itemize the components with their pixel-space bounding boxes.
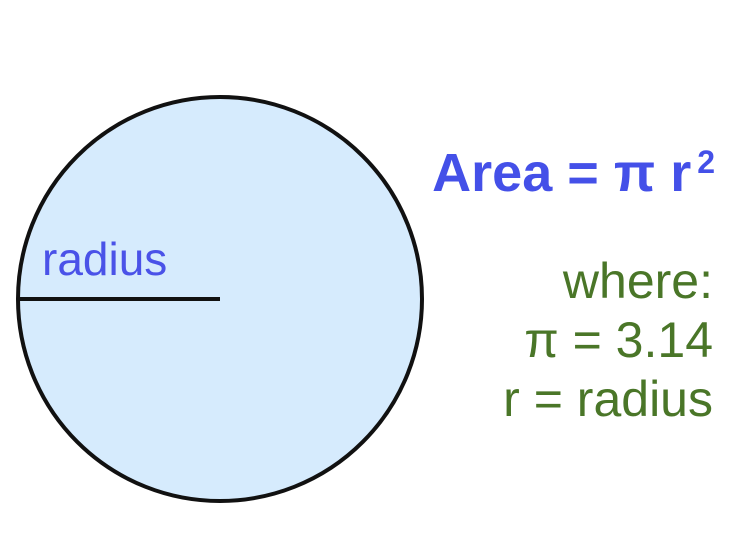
formula-pi: π (613, 143, 656, 203)
radius-label: radius (42, 233, 168, 285)
where-label: where: (562, 253, 713, 309)
pi-definition: π = 3.14 (524, 312, 713, 368)
formula-exponent: 2 (697, 144, 715, 180)
r-definition: r = radius (503, 371, 713, 427)
formula-equals: = (567, 143, 599, 203)
formula-r: r (670, 143, 692, 203)
formula-area-text: Area (432, 143, 553, 203)
definitions-block: where: π = 3.14 r = radius (503, 256, 713, 433)
